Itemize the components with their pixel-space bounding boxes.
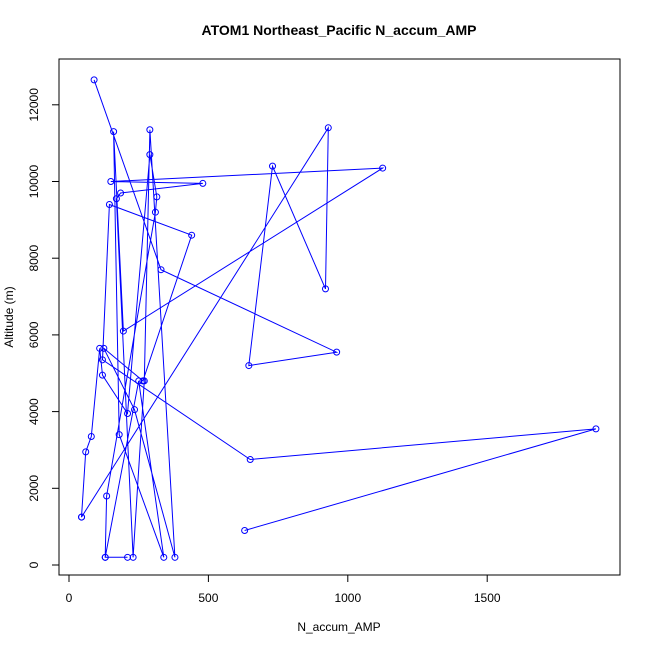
data-point — [131, 406, 139, 414]
data-point — [188, 231, 196, 239]
data-point — [112, 195, 120, 203]
x-tick-label: 500 — [198, 591, 218, 605]
data-point — [124, 410, 132, 418]
data-point — [119, 327, 127, 335]
data-point — [96, 344, 104, 352]
data-point — [171, 553, 179, 561]
data-point — [245, 362, 253, 370]
data-point — [98, 371, 106, 379]
data-point — [269, 162, 277, 170]
x-axis-label: N_accum_AMP — [297, 620, 380, 634]
data-point — [105, 201, 113, 209]
data-point — [324, 124, 332, 132]
x-tick-label: 0 — [66, 591, 73, 605]
data-point — [157, 266, 165, 274]
data-point — [98, 356, 106, 364]
data-point — [333, 348, 341, 356]
y-axis-label: Altitude (m) — [2, 286, 16, 347]
data-point — [199, 179, 207, 187]
data-point — [78, 513, 86, 521]
chart-title: ATOM1 Northeast_Pacific N_accum_AMP — [202, 22, 477, 38]
data-point — [107, 178, 115, 185]
data-point — [151, 208, 159, 216]
y-tick-label: 0 — [27, 561, 41, 568]
data-point — [90, 76, 98, 84]
data-point — [139, 377, 147, 385]
data-point — [153, 193, 161, 201]
data-point — [87, 433, 95, 441]
y-tick-label: 4000 — [27, 398, 41, 425]
data-point — [103, 492, 111, 500]
data-point — [82, 448, 90, 456]
series-layer — [78, 76, 600, 561]
y-tick-label: 6000 — [27, 321, 41, 348]
data-point — [110, 128, 118, 136]
data-point — [100, 344, 108, 352]
y-tick-label: 2000 — [27, 475, 41, 502]
data-point — [379, 164, 387, 172]
series-line — [81, 79, 597, 558]
y-axis: 0 2000 4000 6000 8000 10000 12000 — [27, 88, 60, 568]
data-point — [129, 553, 137, 561]
x-tick-label: 1500 — [474, 591, 501, 605]
data-point — [246, 456, 254, 464]
data-point — [146, 151, 154, 159]
x-axis: 0 500 1000 1500 — [66, 574, 501, 605]
y-tick-label: 10000 — [27, 164, 41, 198]
data-point — [117, 189, 125, 197]
data-point — [146, 126, 154, 134]
plot-frame — [58, 58, 621, 576]
data-point — [321, 285, 329, 293]
y-tick-label: 12000 — [27, 88, 41, 122]
data-point — [160, 553, 168, 561]
data-point — [101, 553, 109, 561]
x-tick-label: 1000 — [334, 591, 361, 605]
data-point — [592, 425, 600, 433]
y-tick-label: 8000 — [27, 245, 41, 272]
data-point — [115, 431, 123, 439]
data-point — [241, 526, 249, 534]
